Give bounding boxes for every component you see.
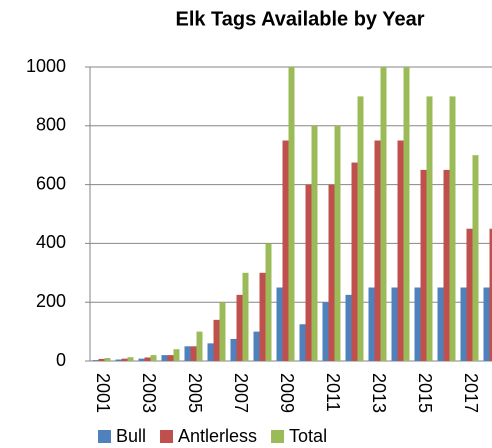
bar: [305, 184, 312, 361]
bar: [414, 287, 421, 361]
bar: [219, 302, 226, 361]
bar: [253, 331, 260, 361]
bar: [173, 349, 180, 361]
bar: [374, 140, 381, 361]
legend-label: Antlerless: [178, 426, 257, 446]
y-tick-label: 200: [36, 291, 66, 311]
bar: [391, 287, 398, 361]
bar: [190, 346, 197, 361]
legend-swatch: [271, 430, 285, 443]
bar: [322, 302, 329, 361]
y-tick-label: 600: [36, 173, 66, 193]
bar: [483, 287, 490, 361]
x-tick-label: 2009: [277, 373, 297, 413]
bar: [380, 67, 387, 361]
y-tick-label: 400: [36, 232, 66, 252]
legend-label: Total: [289, 426, 327, 446]
bar: [196, 331, 203, 361]
bar: [236, 294, 243, 361]
bar: [403, 67, 410, 361]
bar: [357, 96, 364, 362]
bar: [144, 357, 151, 361]
bar: [98, 358, 105, 361]
bar: [242, 272, 249, 361]
bar: [184, 346, 191, 361]
bar: [351, 162, 358, 361]
bar: [167, 355, 174, 361]
bar: [104, 358, 111, 361]
x-tick-label: 2015: [415, 373, 435, 413]
bar: [328, 184, 335, 361]
bar: [92, 360, 99, 361]
bar: [127, 357, 134, 361]
bar: [489, 228, 492, 361]
x-tick-label: 2007: [231, 373, 251, 413]
bar: [288, 67, 295, 361]
bar: [397, 140, 404, 361]
x-tick-label: 2003: [139, 373, 159, 413]
legend-label: Bull: [116, 426, 146, 446]
x-tick-label: 2017: [461, 373, 481, 413]
bar: [460, 287, 467, 361]
bar: [265, 243, 272, 361]
x-tick-label: 2001: [93, 373, 113, 413]
bar: [161, 355, 168, 361]
bar: [138, 358, 145, 361]
bar: [311, 125, 318, 361]
bar: [276, 287, 283, 361]
bar: [282, 140, 289, 361]
bar: [368, 287, 375, 361]
y-tick-label: 1000: [26, 56, 66, 76]
bar: [207, 343, 214, 361]
bar: [150, 355, 157, 361]
x-tick-label: 2011: [323, 373, 343, 412]
bar: [259, 272, 266, 361]
bar: [121, 358, 128, 361]
bar: [334, 125, 341, 361]
bar: [213, 319, 220, 361]
bar: [299, 324, 306, 361]
bar: [115, 359, 122, 361]
x-tick-label: 2013: [369, 373, 389, 413]
bar: [230, 338, 237, 361]
bar: [449, 96, 456, 362]
y-tick-label: 800: [36, 115, 66, 135]
bar: [443, 169, 450, 361]
bar: [437, 287, 444, 361]
bar: [426, 96, 433, 362]
legend-swatch: [98, 430, 111, 443]
x-tick-label: 2005: [185, 373, 205, 413]
bar: [472, 155, 479, 361]
legend-swatch: [160, 430, 174, 443]
bar: [420, 169, 427, 361]
chart-title: Elk Tags Available by Year: [175, 8, 424, 30]
bar: [345, 294, 352, 361]
y-tick-label: 0: [56, 350, 66, 370]
bar: [466, 228, 473, 361]
